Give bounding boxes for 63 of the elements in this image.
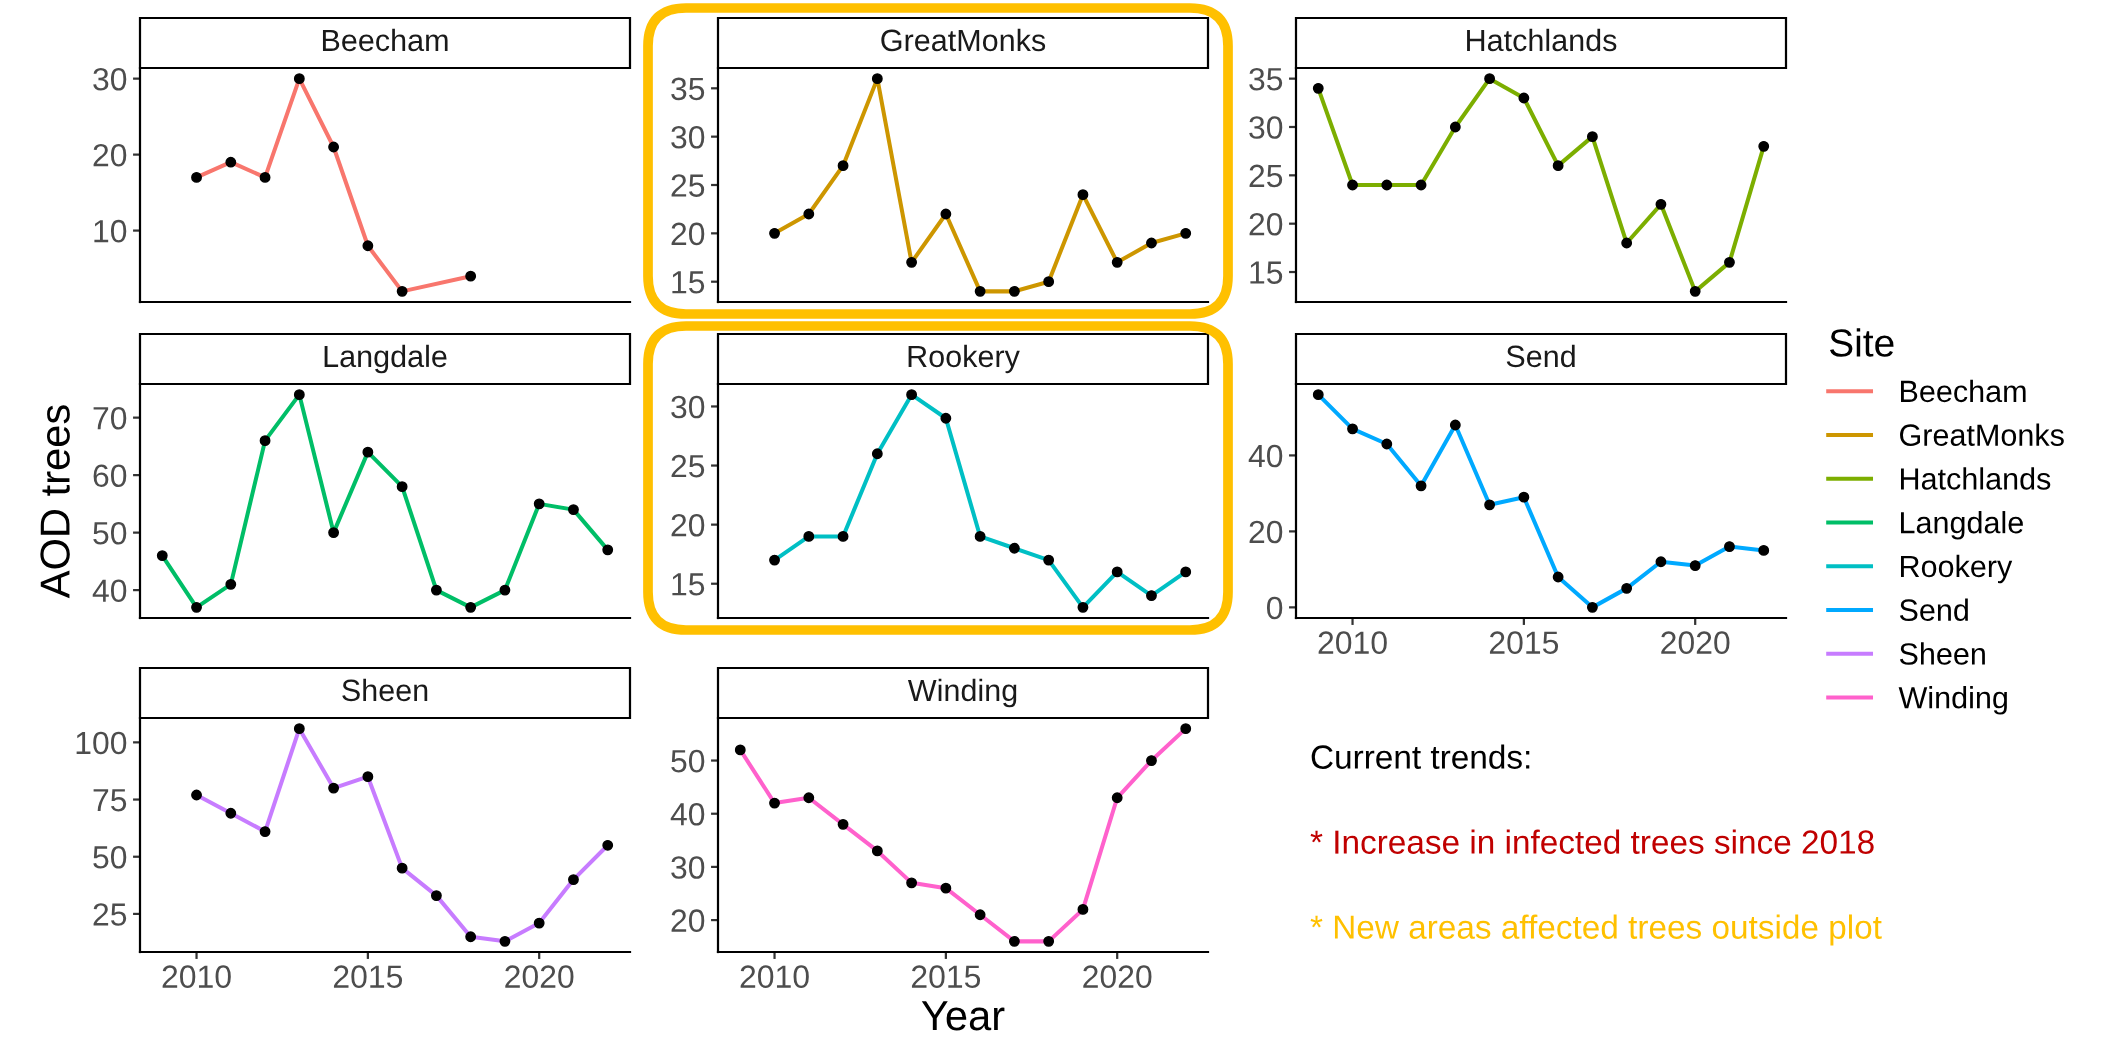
chart-title: Send	[1506, 344, 1575, 368]
x-tick-label: 2020	[1083, 965, 1152, 988]
x-tick-label: 2010	[740, 965, 809, 988]
legend-label: Rookery	[1901, 554, 2013, 584]
y-tick-label: 30	[1249, 116, 1283, 139]
y-tick-label: 25	[1249, 164, 1283, 188]
x-axis-title: Year	[921, 1001, 1005, 1031]
y-tick-label: 25	[671, 174, 705, 197]
chart-title: Rookery	[908, 344, 1020, 374]
y-tick-label: 60	[93, 464, 127, 488]
y-tick-label: 30	[671, 395, 705, 419]
y-tick-label: 50	[671, 749, 705, 773]
y-tick-label: 0	[1266, 596, 1283, 620]
y-tick-label: 20	[671, 909, 705, 932]
y-tick-label: 20	[1249, 212, 1283, 236]
x-tick-label: 2020	[505, 965, 574, 988]
text: Current trends:	[1311, 744, 1530, 769]
chart-title: Beecham	[322, 28, 448, 52]
legend-label: Beecham	[1901, 379, 2026, 403]
y-axis-title: AOD trees	[40, 405, 70, 599]
y-tick-label: 10	[94, 219, 127, 243]
y-tick-label: 25	[671, 454, 705, 478]
y-tick-label: 15	[672, 573, 705, 596]
x-tick-label: 2020	[1661, 631, 1730, 654]
x-tick-label: 2015	[333, 965, 403, 988]
y-tick-label: 35	[1249, 67, 1283, 91]
legend-label: Langdale	[1901, 511, 2023, 540]
y-tick-label: 20	[93, 143, 127, 167]
y-tick-label: 15	[1250, 261, 1283, 284]
y-tick-label: 30	[671, 856, 705, 879]
y-tick-label: 35	[671, 77, 705, 101]
y-tick-label: 30	[93, 67, 127, 91]
text: * New areas affected trees outside plot	[1310, 914, 1882, 946]
y-tick-label: 30	[671, 125, 705, 149]
x-tick-label: 2010	[1318, 631, 1387, 654]
legend-label: Send	[1899, 598, 1968, 621]
chart-title: Winding	[907, 678, 1017, 708]
y-tick-label: 40	[1248, 444, 1283, 468]
chart-title: Langdale	[324, 344, 447, 374]
y-tick-label: 100	[76, 731, 127, 755]
y-tick-label: 75	[93, 789, 127, 812]
y-tick-label: 20	[1249, 520, 1283, 544]
legend-label: GreatMonks	[1900, 423, 2064, 446]
y-tick-label: 20	[671, 513, 705, 537]
y-tick-label: 40	[670, 803, 705, 826]
x-tick-label: 2015	[1489, 631, 1559, 654]
chart-title: Hatchlands	[1467, 28, 1617, 52]
legend-label: Hatchlands	[1901, 467, 2051, 490]
y-tick-label: 50	[93, 521, 127, 545]
y-tick-label: 50	[93, 846, 127, 869]
legend-title: Site	[1829, 328, 1894, 357]
y-tick-label: 20	[671, 222, 705, 246]
y-tick-label: 70	[93, 406, 127, 430]
x-tick-label: 2015	[911, 965, 981, 988]
x-tick-label: 2010	[162, 965, 231, 988]
text: * Increase in infected trees since 2018	[1310, 829, 1874, 854]
y-tick-label: 15	[672, 271, 705, 294]
legend-label: Sheen	[1899, 642, 1985, 665]
y-tick-label: 40	[92, 579, 127, 602]
legend-label: Winding	[1898, 686, 2007, 715]
y-tick-label: 25	[93, 903, 127, 926]
chart-title: Sheen	[342, 678, 428, 702]
chart-title: GreatMonks	[881, 28, 1046, 52]
